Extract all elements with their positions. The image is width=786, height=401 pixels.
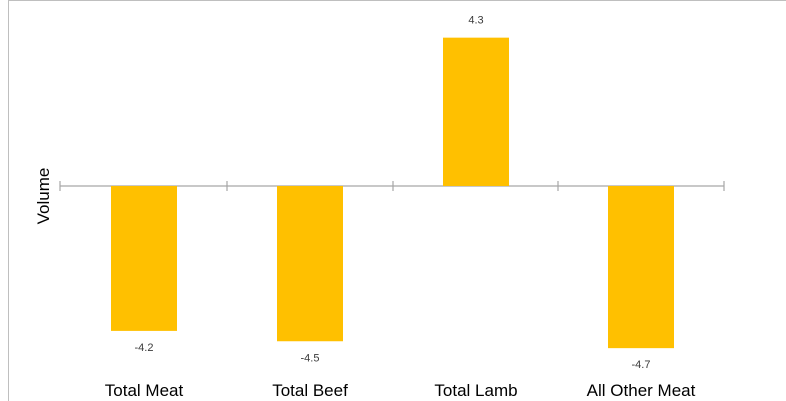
- data-label: -4.2: [135, 342, 154, 354]
- chart-top-border: [8, 0, 786, 1]
- bar-total-meat: [111, 186, 177, 331]
- chart-left-border: [8, 0, 9, 401]
- bar-total-lamb: [443, 37, 509, 187]
- bar-total-beef: [277, 186, 343, 342]
- x-tick-label: All Other Meat: [587, 381, 696, 400]
- x-tick-label: Total Lamb: [434, 381, 517, 400]
- data-label: 4.3: [468, 15, 483, 27]
- bar-all-other-meat: [608, 186, 674, 349]
- x-tick-label: Total Meat: [105, 381, 184, 400]
- x-tick-label: Total Beef: [272, 381, 348, 400]
- data-label: -4.7: [632, 359, 651, 371]
- data-label: -4.5: [301, 352, 320, 364]
